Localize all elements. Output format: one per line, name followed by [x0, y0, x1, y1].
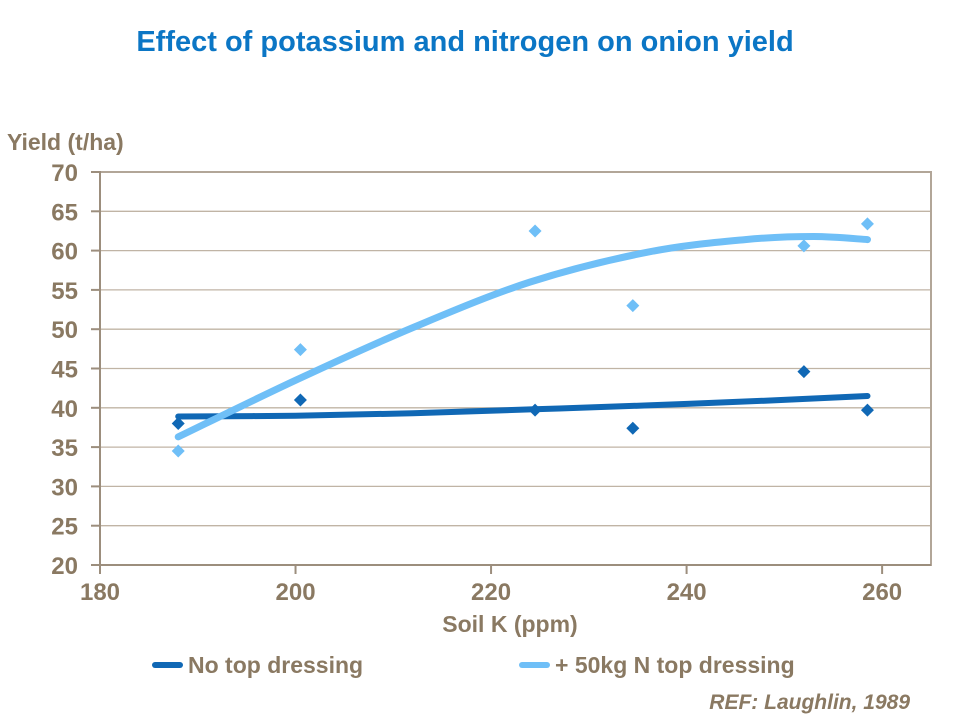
legend-swatch-no-top-dressing-icon: [152, 662, 183, 668]
data-point: [797, 239, 811, 253]
legend-label-50kg-n-top-dressing: + 50kg N top dressing: [555, 651, 795, 678]
data-point: [171, 417, 185, 431]
data-point: [528, 403, 542, 417]
chart-title: Effect of potassium and nitrogen on onio…: [136, 26, 794, 58]
y-tick-label: 45: [51, 357, 78, 384]
x-tick-label: 180: [80, 579, 120, 606]
x-tick-label: 260: [862, 579, 902, 606]
data-point: [626, 421, 640, 435]
trend-line: [174, 233, 871, 441]
data-point: [860, 403, 874, 417]
y-tick-label: 60: [51, 239, 78, 266]
trend-line: [175, 393, 871, 420]
legend-label-no-top-dressing: No top dressing: [188, 651, 364, 678]
data-point: [171, 444, 185, 458]
y-tick-label: 55: [51, 278, 78, 305]
y-tick-label: 30: [51, 474, 78, 501]
y-tick-label: 40: [51, 396, 78, 423]
y-tick-label: 25: [51, 514, 78, 541]
data-point: [293, 393, 307, 407]
y-tick-label: 50: [51, 317, 78, 344]
y-axis-title: Yield (t/ha): [7, 129, 124, 155]
legend-item-50kg-n-top-dressing: + 50kg N top dressing: [519, 650, 795, 680]
x-tick-label: 240: [667, 579, 707, 606]
x-tick-label: 220: [471, 579, 511, 606]
y-tick-label: 70: [51, 160, 78, 187]
data-point: [797, 365, 811, 379]
y-tick-label: 20: [51, 553, 78, 580]
legend: No top dressing + 50kg N top dressing: [0, 650, 960, 680]
x-axis-title: Soil K (ppm): [442, 611, 578, 637]
data-point: [860, 217, 874, 231]
data-point: [626, 299, 640, 313]
reference-citation: REF: Laughlin, 1989: [709, 691, 910, 714]
legend-item-no-top-dressing: No top dressing: [152, 650, 363, 680]
y-tick-label: 35: [51, 435, 78, 462]
legend-swatch-50kg-n-top-dressing-icon: [519, 662, 550, 668]
x-tick-label: 200: [276, 579, 316, 606]
data-point: [293, 343, 307, 357]
data-point: [528, 224, 542, 238]
y-tick-label: 65: [51, 199, 78, 226]
